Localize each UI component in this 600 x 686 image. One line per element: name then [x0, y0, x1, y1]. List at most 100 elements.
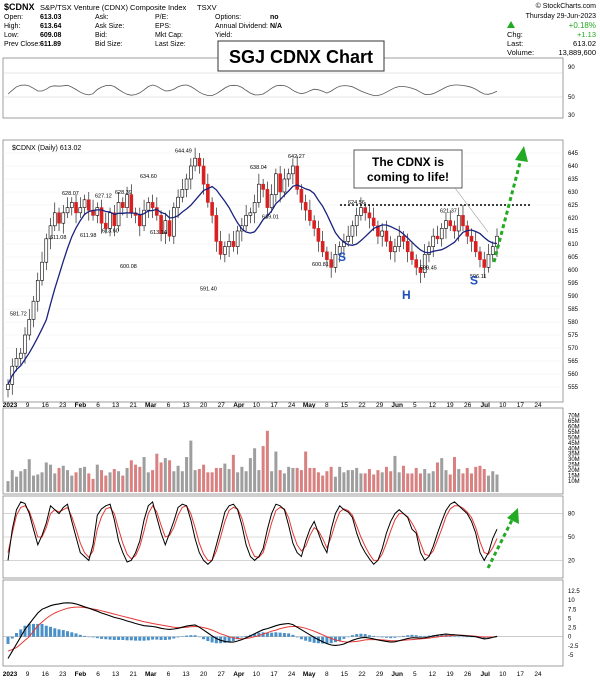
candle-body	[210, 202, 214, 216]
moving-average-line	[7, 184, 498, 385]
macd-histogram-bar	[312, 636, 316, 643]
macd-histogram-bar	[104, 636, 108, 640]
volume-tick-label: 40M	[568, 446, 580, 452]
macd-histogram-bar	[134, 636, 138, 641]
macd-histogram-bar	[19, 629, 23, 637]
quote-value: 609.08	[40, 32, 62, 39]
volume-bar	[253, 448, 257, 492]
macd-histogram-bar	[469, 636, 473, 638]
volume-bar	[427, 473, 431, 492]
top-tick-90: 90	[568, 65, 575, 71]
quote-label: Annual Dividend:	[215, 23, 268, 30]
volume-bar	[95, 464, 99, 492]
macd-tick-label: 10	[568, 598, 575, 604]
volume-bar	[146, 472, 150, 492]
value-label: 644.49	[175, 148, 192, 154]
volume-bar	[19, 471, 23, 492]
volume-bar	[350, 470, 354, 492]
candle-body	[138, 215, 142, 227]
x-tick-label: 5	[413, 402, 417, 409]
candle-body	[333, 254, 338, 268]
candle-body	[380, 230, 384, 237]
volume-bar	[372, 474, 376, 492]
macd-histogram-bar	[32, 623, 36, 637]
macd-histogram-bar	[359, 633, 363, 637]
quote-label: Last Size:	[155, 41, 186, 48]
x-tick-label: 24	[534, 671, 542, 678]
macd-histogram-bar	[40, 623, 44, 637]
volume-bar	[376, 470, 380, 492]
macd-histogram-bar	[244, 635, 248, 637]
pattern-label: S	[470, 274, 478, 288]
last-label: Last:	[507, 39, 523, 48]
candle-body	[14, 358, 19, 367]
value-label: 599.45	[420, 265, 437, 271]
volume-bar	[219, 467, 223, 492]
chart-title: SGJ CDNX Chart	[229, 47, 373, 67]
x-tick-label: 2023	[3, 671, 18, 678]
candle-body	[261, 183, 265, 190]
volume-bar	[27, 459, 31, 492]
volume-bar	[414, 467, 418, 492]
candle-body	[448, 220, 453, 227]
volume-bar	[193, 470, 197, 492]
volume-bar	[6, 481, 10, 492]
candle-body	[456, 215, 461, 232]
macd-histogram-bar	[393, 636, 397, 638]
volume-bar	[142, 457, 146, 492]
price-grid	[3, 152, 563, 388]
candle-body	[299, 189, 304, 203]
quote-value: 613.64	[40, 23, 62, 30]
value-label: 628.07	[62, 191, 79, 197]
top-tick-50: 50	[568, 95, 575, 101]
macd-histogram-bar	[231, 636, 235, 642]
stochastic-tick-label: 50	[568, 535, 575, 541]
x-axis-bottom: 2023 9 16 23 Feb 6 13 21 Mar 6 13 20 27 Apr 10 17 24 May 8…	[3, 671, 542, 678]
macd-histogram-bar	[253, 633, 257, 637]
x-tick-label: Apr	[233, 671, 245, 678]
macd-histogram-bar	[465, 636, 469, 638]
candle-body	[150, 202, 155, 208]
candle-body	[48, 225, 53, 240]
candle-body	[35, 280, 40, 302]
macd-tick-label: 2.5	[568, 626, 577, 632]
x-tick-label: 10	[253, 671, 261, 678]
quote-label: P/E:	[155, 14, 168, 21]
candle-body	[99, 207, 104, 224]
macd-tick-label: 7.5	[568, 607, 577, 613]
candle-body	[74, 202, 78, 214]
macd-histogram-bar	[23, 625, 27, 637]
candle-body	[23, 334, 27, 354]
candle-body	[274, 173, 278, 195]
volume-bar	[380, 472, 384, 492]
stochastic-tick-label: 80	[568, 512, 575, 518]
volume-bar	[180, 471, 184, 492]
candle-body	[235, 230, 240, 247]
volume-bar	[70, 475, 74, 492]
macd-histogram-bar	[151, 636, 155, 640]
price-ticks: 555 560 565 570 575 580 585 590 595 600 605 610 615 6…	[568, 151, 579, 391]
candle-body	[176, 196, 180, 208]
macd-panel: -5 -2.5 0 2.5 5 7.5 10 12.5	[2, 579, 580, 667]
candle-body	[155, 207, 159, 216]
x-tick-label: 21	[130, 671, 138, 678]
volume-bar	[338, 466, 342, 492]
x-tick-label: Jul	[480, 402, 490, 409]
macd-histogram-bar	[346, 636, 350, 638]
macd-histogram-bar	[440, 634, 444, 637]
x-tick-label: 9	[26, 671, 30, 678]
candle-body	[414, 259, 419, 268]
volume-bar	[100, 470, 104, 492]
macd-histogram-bar	[125, 636, 129, 641]
volume-bar	[172, 471, 176, 492]
candle-body	[363, 207, 367, 214]
volume-bar	[78, 467, 82, 492]
index-name: S&P/TSX Venture (CDNX) Composite Index	[40, 3, 187, 12]
candle-body	[397, 235, 402, 247]
green-arrow-icon	[492, 146, 528, 263]
volume-bar	[435, 462, 439, 492]
annotation-pointer	[454, 187, 489, 233]
volume-tick-label: 50M	[568, 435, 580, 441]
